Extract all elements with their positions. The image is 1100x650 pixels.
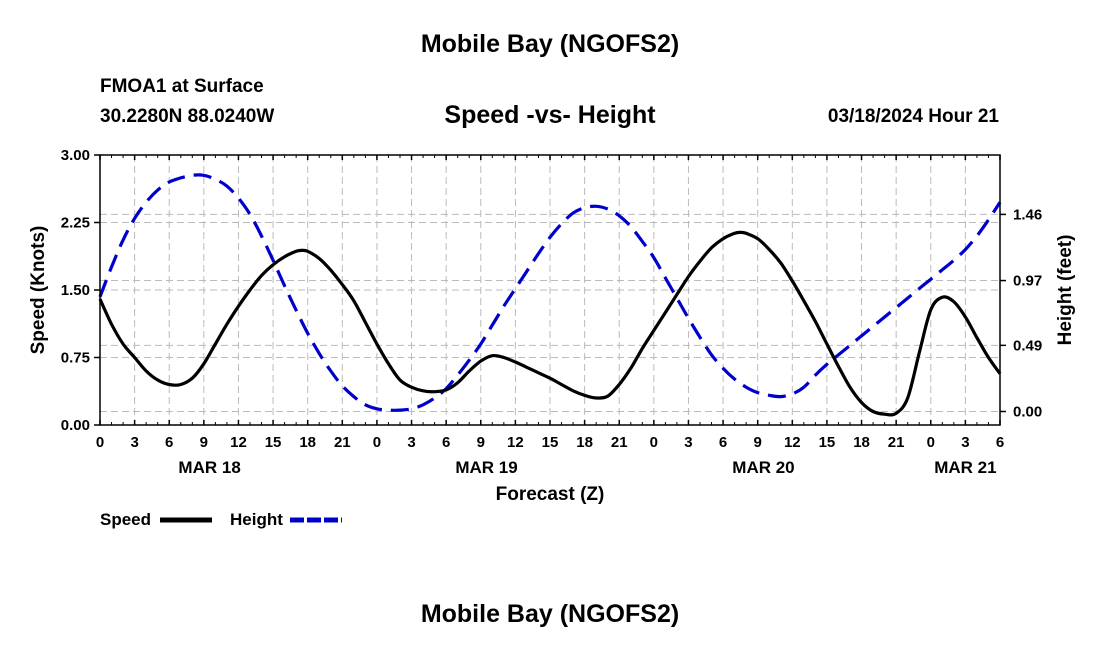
x-tick-label: 15	[542, 434, 559, 451]
y2-tick-label: 0.97	[1013, 273, 1042, 290]
y2-tick-label: 1.46	[1013, 206, 1042, 223]
x-tick-label: 21	[611, 434, 628, 451]
x-tick-label: 12	[507, 434, 524, 451]
x-axis-label: Forecast (Z)	[496, 484, 605, 505]
x-tick-label: 6	[165, 434, 173, 451]
x-tick-label: 0	[96, 434, 104, 451]
x-tick-label: 3	[961, 434, 969, 451]
x-tick-label: 9	[477, 434, 485, 451]
x-tick-label: 3	[684, 434, 692, 451]
forecast-date: 03/18/2024 Hour 21	[827, 106, 999, 127]
x-tick-label: 15	[265, 434, 282, 451]
x-tick-label: 12	[784, 434, 801, 451]
x-tick-label: 0	[927, 434, 935, 451]
y2-axis-label: Height (feet)	[1055, 235, 1076, 346]
x-tick-label: 0	[650, 434, 658, 451]
grid-lines	[100, 155, 1000, 425]
y-tick-label: 3.00	[61, 147, 90, 164]
legend-label-height: Height	[230, 510, 283, 529]
x-tick-label: 12	[230, 434, 247, 451]
date-label: MAR 21	[934, 458, 996, 477]
x-tick-label: 0	[373, 434, 381, 451]
y-axis-label: Speed (Knots)	[28, 226, 49, 355]
y-tick-label: 2.25	[61, 215, 90, 232]
station-coordinates: 30.2280N 88.0240W	[100, 106, 275, 127]
x-tick-label: 21	[334, 434, 351, 451]
x-tick-label: 9	[754, 434, 762, 451]
x-tick-label: 6	[719, 434, 727, 451]
y-tick-label: 0.75	[61, 350, 90, 367]
x-tick-label: 18	[299, 434, 316, 451]
x-tick-label: 18	[576, 434, 593, 451]
x-tick-label: 3	[130, 434, 138, 451]
date-label: MAR 18	[178, 458, 240, 477]
legend: Speed Height	[100, 510, 342, 529]
y2-tick-label: 0.49	[1013, 337, 1042, 354]
footer-title: Mobile Bay (NGOFS2)	[420, 600, 680, 628]
x-tick-label: 21	[888, 434, 905, 451]
y-tick-label: 1.50	[61, 282, 90, 299]
x-tick-label: 6	[996, 434, 1004, 451]
station-label: FMOA1 at Surface	[100, 76, 264, 97]
series-layer	[98, 173, 1002, 417]
date-label: MAR 19	[455, 458, 517, 477]
x-tick-label: 6	[442, 434, 450, 451]
y-tick-label: 0.00	[61, 417, 90, 434]
x-tick-label: 3	[407, 434, 415, 451]
x-tick-label: 15	[819, 434, 836, 451]
height-series-line	[98, 173, 1002, 412]
speed-series-line	[98, 230, 1002, 417]
x-tick-label: 18	[853, 434, 870, 451]
legend-label-speed: Speed	[100, 510, 151, 529]
x-tick-label: 9	[200, 434, 208, 451]
axes: 0 3 6 9 12 15 18 21 0 3 6 9 12 15 18 21 0 3 6 9 12 15 18 21 0 3 6M…	[61, 147, 1042, 477]
main-title: Mobile Bay (NGOFS2)	[420, 30, 680, 58]
y2-tick-label: 0.00	[1013, 404, 1042, 421]
date-label: MAR 20	[732, 458, 794, 477]
chart-title: Speed -vs- Height	[444, 101, 656, 129]
